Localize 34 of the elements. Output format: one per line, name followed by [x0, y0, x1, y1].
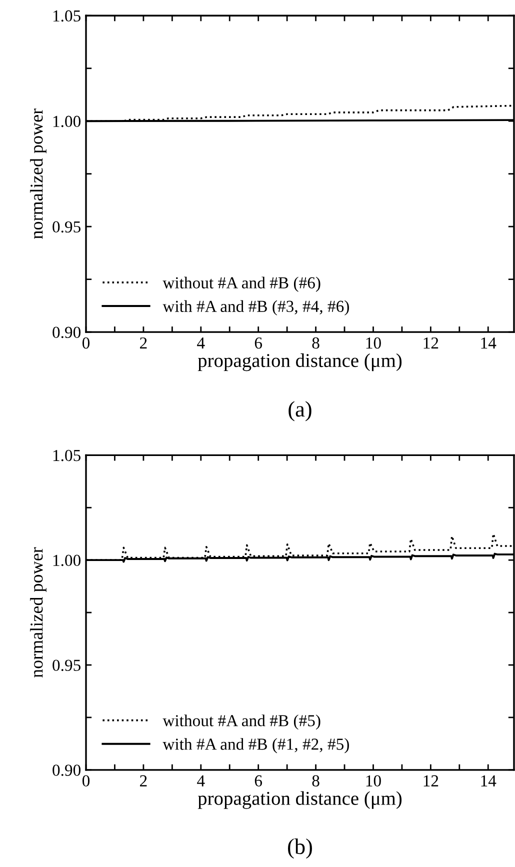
y-tick-label: 1.05: [53, 10, 80, 22]
y-tick-label: 1.05: [53, 450, 80, 462]
x-tick-label: 2: [140, 337, 147, 348]
x-tick-label: 14: [481, 337, 496, 348]
x-tick-label: 12: [424, 775, 438, 786]
x-tick-label: 14: [481, 775, 496, 786]
x-tick-label: 4: [197, 338, 205, 348]
x-tick-label: 0: [82, 337, 90, 349]
x-tick-label: 0: [82, 775, 90, 786]
y-tick-label: 0.95: [52, 221, 80, 233]
x-tick-label: 10: [366, 775, 381, 786]
legend-label: with #A and #B (#3, #4, #6): [162, 300, 349, 316]
x-tick-label: 2: [140, 775, 147, 786]
x-tick-label: 6: [254, 775, 262, 786]
legend-label: without #A and #B (#6): [162, 276, 320, 292]
y-tick-label: 1.00: [53, 554, 81, 566]
legend-label: without #A and #B (#5): [162, 714, 320, 730]
y-tick-label: 0.90: [52, 764, 81, 776]
y-tick-label: 0.90: [52, 326, 81, 338]
x-axis-title: propagation distance (μm): [198, 353, 402, 372]
x-tick-label: 4: [197, 775, 205, 786]
text: (a): [288, 401, 312, 422]
text: (b): [288, 838, 312, 859]
x-tick-label: 6: [254, 337, 262, 349]
legend-label: with #A and #B (#1, #2, #5): [162, 738, 349, 754]
x-tick-label: 8: [312, 775, 320, 786]
x-tick-label: 10: [366, 337, 381, 349]
y-axis-title: normalized power: [30, 547, 46, 678]
x-tick-label: 12: [424, 337, 438, 348]
y-tick-label: 0.95: [52, 660, 80, 672]
y-tick-label: 1.00: [53, 116, 81, 128]
x-tick-label: 8: [312, 337, 320, 349]
y-axis-title: normalized power: [30, 108, 46, 239]
x-axis-title: propagation distance (μm): [198, 791, 402, 809]
